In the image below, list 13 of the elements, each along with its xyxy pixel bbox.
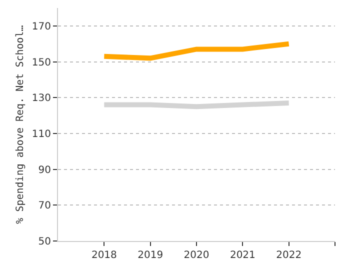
y-tick-label: 130 — [32, 93, 51, 104]
y-tick-label: 70 — [38, 200, 51, 212]
y-tick-label: 90 — [38, 164, 51, 176]
x-tick-label: 2021 — [230, 250, 256, 261]
y-axis-title: % Spending above Req. Net School… — [14, 25, 26, 224]
x-tick-label: 2022 — [276, 250, 302, 261]
x-tick-label: 2020 — [184, 250, 210, 261]
y-tick-label: 110 — [32, 128, 51, 140]
x-tick-label: 2019 — [138, 250, 164, 261]
x-tick-label: 2018 — [91, 250, 117, 261]
y-tick-label: 50 — [38, 236, 51, 248]
y-tick-label: 170 — [32, 21, 51, 32]
y-tick-label: 150 — [32, 57, 51, 68]
